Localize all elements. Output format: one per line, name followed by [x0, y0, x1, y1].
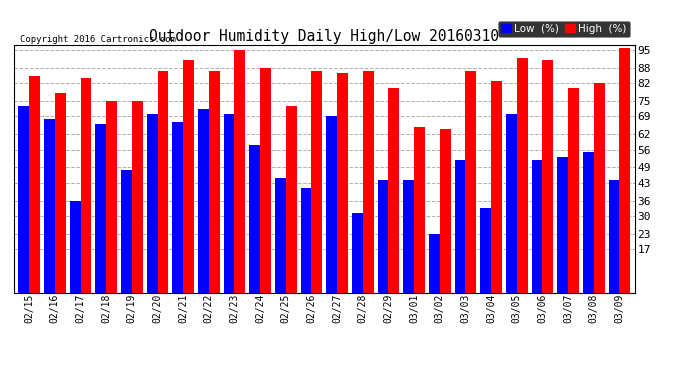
Text: Copyright 2016 Cartronics.com: Copyright 2016 Cartronics.com: [20, 35, 176, 44]
Bar: [260, 68, 271, 292]
Bar: [198, 109, 209, 292]
Bar: [132, 101, 143, 292]
Bar: [620, 48, 630, 292]
Bar: [326, 117, 337, 292]
Bar: [506, 114, 517, 292]
Bar: [352, 213, 363, 292]
Bar: [466, 70, 476, 292]
Bar: [224, 114, 235, 292]
Bar: [491, 81, 502, 292]
Bar: [183, 60, 194, 292]
Bar: [157, 70, 168, 292]
Bar: [542, 60, 553, 292]
Bar: [70, 201, 81, 292]
Bar: [440, 129, 451, 292]
Bar: [377, 180, 388, 292]
Bar: [593, 83, 604, 292]
Bar: [337, 73, 348, 292]
Bar: [414, 127, 425, 292]
Bar: [517, 58, 528, 292]
Bar: [19, 106, 29, 292]
Bar: [455, 160, 466, 292]
Bar: [29, 76, 40, 292]
Bar: [609, 180, 620, 292]
Bar: [568, 88, 579, 292]
Bar: [480, 208, 491, 292]
Bar: [531, 160, 542, 292]
Bar: [95, 124, 106, 292]
Bar: [44, 119, 55, 292]
Bar: [121, 170, 132, 292]
Bar: [147, 114, 157, 292]
Bar: [55, 93, 66, 292]
Legend: Low  (%), High  (%): Low (%), High (%): [497, 21, 629, 37]
Bar: [286, 106, 297, 292]
Bar: [429, 234, 440, 292]
Bar: [249, 144, 260, 292]
Bar: [209, 70, 219, 292]
Bar: [275, 178, 286, 292]
Bar: [558, 157, 568, 292]
Bar: [388, 88, 400, 292]
Title: Outdoor Humidity Daily High/Low 20160310: Outdoor Humidity Daily High/Low 20160310: [149, 29, 500, 44]
Bar: [583, 152, 593, 292]
Bar: [106, 101, 117, 292]
Bar: [301, 188, 311, 292]
Bar: [235, 50, 245, 292]
Bar: [363, 70, 373, 292]
Bar: [172, 122, 183, 292]
Bar: [404, 180, 414, 292]
Bar: [81, 78, 91, 292]
Bar: [311, 70, 322, 292]
